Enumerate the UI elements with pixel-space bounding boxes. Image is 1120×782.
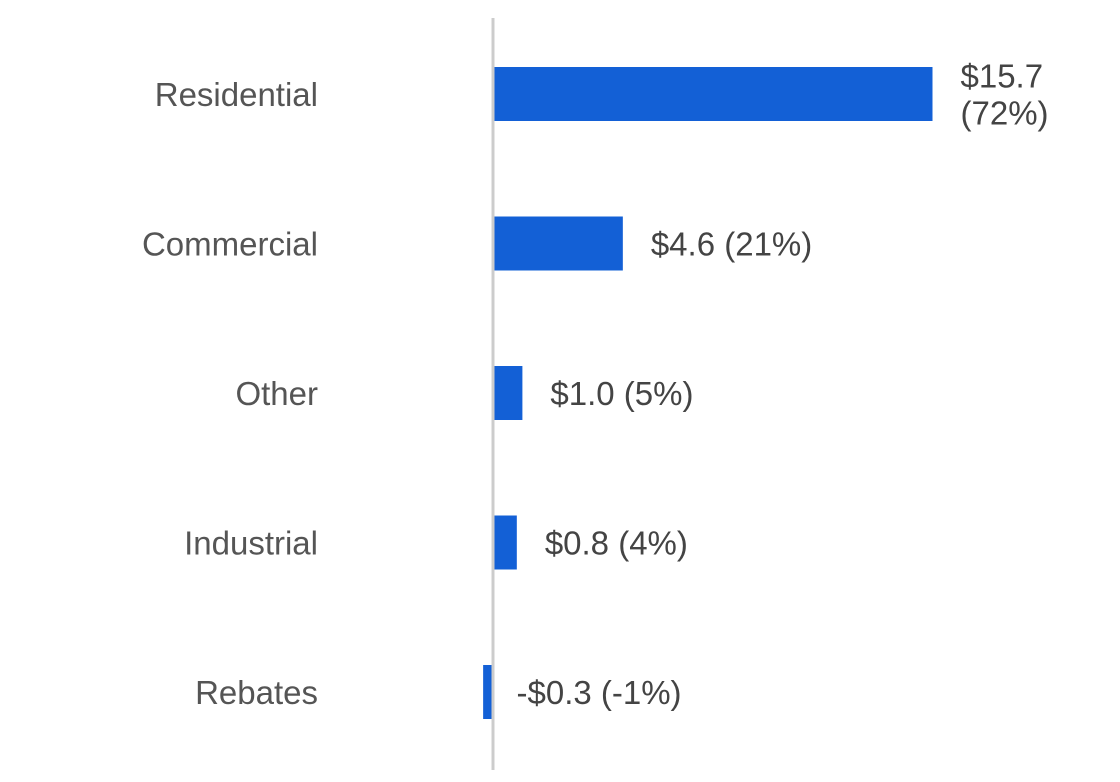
- value-label-other: $1.0 (5%): [550, 375, 693, 412]
- category-label-other: Other: [235, 375, 318, 412]
- category-label-residential: Residential: [155, 76, 318, 113]
- category-label-commercial: Commercial: [142, 226, 318, 263]
- bars-layer: [483, 67, 933, 719]
- bar-residential: [494, 67, 933, 121]
- value-label-residential-line-1: $15.7: [961, 58, 1044, 95]
- category-labels: Residential Commercial Other Industrial Reba…: [142, 76, 318, 711]
- value-labels: $15.7(72%) $4.6 (21%) $1.0 (5%) $0.8 (4%) -$…: [517, 58, 1049, 712]
- bar-other: [494, 366, 523, 420]
- value-label-rebates: -$0.3 (-1%): [517, 674, 682, 711]
- bar-industrial: [494, 515, 517, 570]
- bar-commercial: [494, 216, 623, 271]
- value-label-residential-line-2: (72%): [961, 95, 1049, 132]
- bar-rebates: [483, 665, 492, 719]
- category-label-rebates: Rebates: [195, 674, 318, 711]
- value-label-commercial: $4.6 (21%): [651, 226, 812, 263]
- category-label-industrial: Industrial: [184, 525, 318, 562]
- value-label-industrial: $0.8 (4%): [545, 525, 688, 562]
